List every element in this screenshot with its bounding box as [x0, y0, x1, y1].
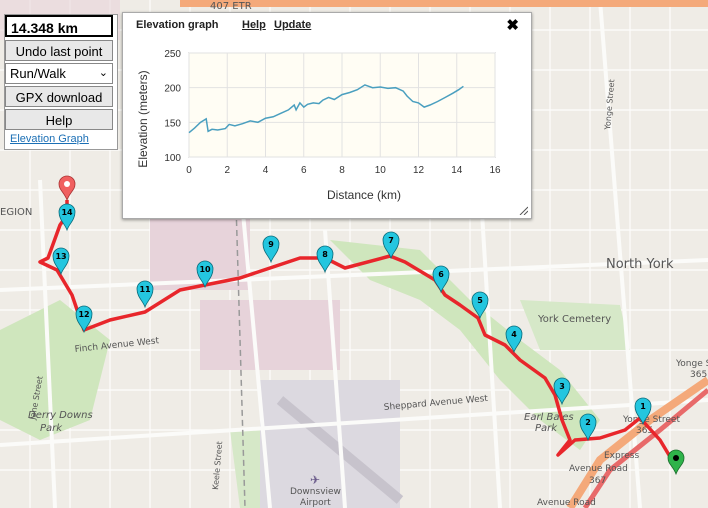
chart-y-axis-label: Elevation (meters) [136, 70, 150, 167]
end-pin-icon[interactable] [58, 175, 76, 202]
waypoint-number: 14 [61, 208, 73, 217]
waypoint-pin-icon[interactable]: 8 [316, 245, 334, 274]
region-label: EGION [0, 207, 32, 218]
waypoint-number: 12 [78, 310, 89, 319]
chart-x-tick-label: 4 [263, 165, 269, 176]
chevron-down-icon: ⌄ [98, 67, 108, 79]
highway-label: 407 ETR [210, 1, 252, 12]
derry-downs-label: Derry Downs [28, 410, 93, 421]
chart-x-tick-label: 10 [375, 165, 387, 176]
waypoint-number: 4 [511, 330, 517, 339]
waypoint-number: 7 [388, 236, 394, 245]
keele-label: Keele Street [211, 441, 224, 490]
waypoint-number: 9 [268, 240, 274, 249]
waypoint-number: 1 [640, 402, 646, 411]
express-label: Express [604, 451, 639, 461]
waypoint-pin-shape [58, 203, 76, 232]
waypoint-pin-icon[interactable]: 10 [196, 260, 214, 289]
waypoint-pin-shape [316, 245, 334, 274]
mode-select-value: Run/Walk [10, 66, 66, 81]
start-pin-icon[interactable] [667, 449, 685, 476]
elevation-panel-title: Elevation graph [136, 19, 219, 31]
chart-x-tick-label: 2 [224, 165, 230, 176]
waypoint-pin-shape [382, 231, 400, 260]
waypoint-pin-shape [432, 265, 450, 294]
waypoint-pin-icon[interactable]: 7 [382, 231, 400, 260]
waypoint-number: 11 [139, 285, 151, 294]
elevation-help-link[interactable]: Help [242, 19, 266, 31]
chart-x-tick-label: 8 [339, 165, 345, 176]
elevation-panel: Elevation graph Help Update ✖ 0 2 4 6 8 10 12 1… [122, 12, 532, 219]
distance-display: 14.348 km [5, 15, 113, 37]
waypoint-pin-icon[interactable]: 4 [505, 325, 523, 354]
waypoint-pin-icon[interactable]: 1 [634, 397, 652, 426]
waypoint-pin-shape [196, 260, 214, 289]
waypoint-number: 5 [477, 296, 483, 305]
chart-y-tick-label: 200 [164, 84, 181, 95]
chart-x-tick-label: 16 [489, 165, 501, 176]
waypoint-pin-shape [634, 397, 652, 426]
waypoint-pin-shape [505, 325, 523, 354]
yonge-express-label: Yonge Street [622, 415, 680, 425]
gpx-download-button[interactable]: GPX download [5, 86, 113, 107]
avenue-road-label-2: Avenue Road [537, 498, 596, 508]
waypoint-pin-shape [262, 235, 280, 264]
mode-select[interactable]: Run/Walk ⌄ [5, 63, 113, 84]
derry-downs-label-2: Park [40, 423, 63, 434]
chart-x-axis-label: Distance (km) [327, 188, 401, 202]
waypoint-number: 13 [55, 252, 66, 261]
yonge-right-num: 365 [690, 370, 707, 380]
waypoint-pin-icon[interactable]: 12 [75, 305, 93, 334]
yonge-right-label: Yonge S [675, 359, 708, 369]
yonge-vertical-label: Yonge Street [603, 79, 616, 131]
waypoint-number: 6 [438, 270, 444, 279]
waypoint-pin-icon[interactable]: 14 [58, 203, 76, 232]
route-line [38, 200, 677, 466]
waypoint-pin-icon[interactable]: 3 [553, 377, 571, 406]
waypoint-pin-icon[interactable]: 5 [471, 291, 489, 320]
waypoint-pin-icon[interactable]: 6 [432, 265, 450, 294]
chart-x-tick-label: 12 [413, 165, 425, 176]
airport-icon: ✈ [310, 473, 320, 487]
waypoint-number: 3 [559, 382, 565, 391]
waypoint-pin-shape [75, 305, 93, 334]
waypoint-number: 2 [585, 418, 591, 427]
waypoint-pin-shape [579, 413, 597, 442]
waypoint-pin-icon[interactable]: 11 [136, 280, 154, 309]
chart-y-tick-label: 100 [164, 153, 181, 164]
chart-x-tick-label: 0 [186, 165, 192, 176]
north-york-label: North York [606, 257, 674, 272]
elevation-panel-header: Elevation graph Help Update ✖ [123, 13, 531, 37]
downsview-label: Downsview [290, 487, 341, 497]
earl-bales-label: Earl Bales [524, 412, 574, 423]
waypoint-pin-shape [52, 247, 70, 276]
resize-handle-icon[interactable] [518, 205, 528, 215]
waypoint-pin-shape [136, 280, 154, 309]
chart-y-tick-label: 250 [164, 49, 181, 60]
earl-bales-label-2: Park [535, 423, 558, 434]
chart-y-tick-label: 150 [164, 118, 181, 129]
elevation-series-line [188, 84, 464, 134]
yonge-express-num: 365 [636, 426, 653, 436]
chart-x-tick-label: 14 [451, 165, 463, 176]
undo-button[interactable]: Undo last point [5, 40, 113, 61]
downsview-label-2: Airport [300, 498, 331, 508]
waypoint-pin-icon[interactable]: 9 [262, 235, 280, 264]
help-button[interactable]: Help [5, 109, 113, 130]
avenue-road-num: 367 [589, 476, 606, 486]
control-panel: 14.348 km Undo last point Run/Walk ⌄ GPX… [4, 14, 118, 150]
waypoint-pin-icon[interactable]: 2 [579, 413, 597, 442]
waypoint-pin-shape [471, 291, 489, 320]
waypoint-pin-shape [553, 377, 571, 406]
elevation-update-link[interactable]: Update [274, 19, 312, 31]
york-cemetery-label: York Cemetery [537, 314, 611, 325]
elevation-graph-link[interactable]: Elevation Graph [10, 133, 89, 145]
waypoint-pin-icon[interactable]: 13 [52, 247, 70, 276]
chart-x-tick-label: 6 [301, 165, 307, 176]
waypoint-number: 10 [199, 265, 211, 274]
avenue-road-label: Avenue Road [569, 464, 628, 474]
waypoint-number: 8 [322, 250, 328, 259]
close-icon[interactable]: ✖ [506, 17, 519, 34]
